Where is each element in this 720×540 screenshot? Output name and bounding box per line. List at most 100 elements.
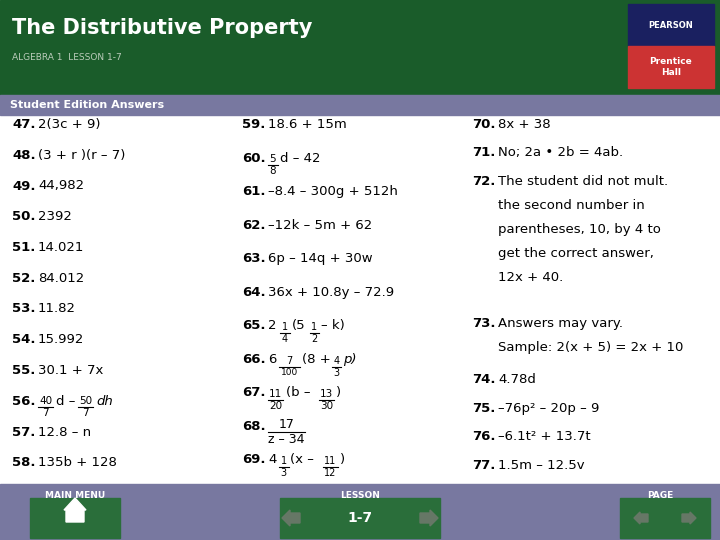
Text: LESSON: LESSON — [340, 491, 380, 501]
Text: 7: 7 — [42, 408, 49, 418]
Bar — [628, 46, 714, 88]
Text: z – 34: z – 34 — [269, 433, 305, 446]
Text: 5: 5 — [269, 154, 276, 164]
Text: p): p) — [343, 353, 356, 366]
Text: 4.78d: 4.78d — [498, 374, 536, 387]
Text: 20: 20 — [269, 401, 282, 411]
Text: 62.: 62. — [242, 219, 266, 232]
Text: The student did not mult.: The student did not mult. — [498, 175, 668, 188]
Text: 50.: 50. — [12, 210, 35, 223]
Text: 70.: 70. — [472, 118, 495, 131]
Text: ): ) — [340, 454, 345, 467]
Bar — [280, 498, 440, 538]
Text: 30.1 + 7x: 30.1 + 7x — [38, 364, 104, 377]
Text: 59.: 59. — [242, 118, 266, 131]
Text: 8x + 38: 8x + 38 — [498, 118, 551, 131]
Text: 67.: 67. — [242, 386, 266, 400]
Text: 7: 7 — [286, 356, 292, 366]
Text: 2392: 2392 — [38, 210, 72, 223]
Text: (8 +: (8 + — [302, 353, 331, 366]
Text: parentheses, 10, by 4 to: parentheses, 10, by 4 to — [498, 223, 661, 236]
Text: 12x + 40.: 12x + 40. — [498, 271, 563, 284]
Text: 63.: 63. — [242, 252, 266, 265]
Text: 3: 3 — [281, 468, 287, 478]
Text: Prentice
Hall: Prentice Hall — [649, 57, 693, 77]
Text: 12: 12 — [324, 468, 336, 478]
Text: 58.: 58. — [12, 456, 35, 469]
Text: 2: 2 — [268, 319, 276, 332]
Bar — [0, 95, 720, 115]
Bar — [628, 4, 714, 46]
Bar — [0, 484, 720, 540]
Text: 4: 4 — [282, 334, 288, 344]
Text: 71.: 71. — [472, 146, 495, 159]
Text: the second number in: the second number in — [498, 199, 644, 212]
Text: 6p – 14q + 30w: 6p – 14q + 30w — [268, 252, 373, 265]
Text: get the correct answer,: get the correct answer, — [498, 247, 654, 260]
Text: PEARSON: PEARSON — [649, 21, 693, 30]
Text: 14.021: 14.021 — [38, 241, 84, 254]
Text: 1: 1 — [281, 456, 287, 466]
Bar — [620, 498, 710, 538]
Text: 48.: 48. — [12, 148, 35, 162]
Text: 1-7: 1-7 — [348, 511, 372, 525]
Text: 65.: 65. — [242, 319, 266, 332]
Text: 66.: 66. — [242, 353, 266, 366]
Text: 4: 4 — [268, 454, 276, 467]
Text: 11.82: 11.82 — [38, 302, 76, 315]
Text: 68.: 68. — [242, 420, 266, 433]
Text: 51.: 51. — [12, 241, 35, 254]
Text: – k): – k) — [321, 319, 345, 332]
Text: 36x + 10.8y – 72.9: 36x + 10.8y – 72.9 — [268, 286, 394, 299]
Text: 17: 17 — [279, 417, 294, 431]
Text: 2: 2 — [311, 334, 318, 344]
Text: (3 + r )(r – 7): (3 + r )(r – 7) — [38, 148, 125, 162]
Text: 54.: 54. — [12, 333, 35, 346]
Text: 30: 30 — [320, 401, 333, 411]
FancyArrow shape — [420, 510, 438, 526]
Text: 72.: 72. — [472, 175, 495, 188]
FancyArrow shape — [634, 512, 648, 524]
Text: PAGE: PAGE — [647, 491, 673, 501]
Text: 1: 1 — [311, 322, 318, 332]
Text: 13: 13 — [320, 389, 333, 399]
Text: 61.: 61. — [242, 185, 266, 198]
Text: ): ) — [336, 386, 341, 400]
Text: Student Edition Answers: Student Edition Answers — [10, 100, 164, 110]
Text: 47.: 47. — [12, 118, 35, 131]
Text: 1.5m – 12.5v: 1.5m – 12.5v — [498, 458, 585, 471]
Text: 53.: 53. — [12, 302, 35, 315]
Text: 69.: 69. — [242, 454, 266, 467]
Text: MAIN MENU: MAIN MENU — [45, 491, 105, 501]
Text: 74.: 74. — [472, 374, 495, 387]
Text: 55.: 55. — [12, 364, 35, 377]
Text: –8.4 – 300g + 512h: –8.4 – 300g + 512h — [268, 185, 398, 198]
FancyArrow shape — [282, 510, 300, 526]
Text: –6.1t² + 13.7t: –6.1t² + 13.7t — [498, 430, 590, 443]
Text: 77.: 77. — [472, 458, 495, 471]
Text: 84.012: 84.012 — [38, 272, 84, 285]
Text: 73.: 73. — [472, 316, 495, 330]
Text: dh: dh — [96, 395, 113, 408]
Text: Sample: 2(x + 5) = 2x + 10: Sample: 2(x + 5) = 2x + 10 — [498, 341, 683, 354]
Text: 60.: 60. — [242, 152, 266, 165]
Text: 12.8 – n: 12.8 – n — [38, 426, 91, 438]
FancyArrow shape — [682, 512, 696, 524]
Text: d –: d – — [56, 395, 76, 408]
Text: 57.: 57. — [12, 426, 35, 438]
Text: 75.: 75. — [472, 402, 495, 415]
Text: 44,982: 44,982 — [38, 179, 84, 192]
Text: (5: (5 — [292, 319, 305, 332]
Bar — [0, 0, 720, 95]
Text: –76p² – 20p – 9: –76p² – 20p – 9 — [498, 402, 599, 415]
Text: d – 42: d – 42 — [281, 152, 321, 165]
Text: 4: 4 — [333, 356, 339, 366]
Text: (x –: (x – — [290, 454, 315, 467]
Text: 56.: 56. — [12, 395, 35, 408]
Text: 40: 40 — [39, 396, 52, 406]
Text: 11: 11 — [324, 456, 336, 466]
Text: 76.: 76. — [472, 430, 495, 443]
Text: 8: 8 — [269, 166, 276, 177]
Text: 50: 50 — [79, 396, 92, 406]
Text: 6: 6 — [268, 353, 276, 366]
